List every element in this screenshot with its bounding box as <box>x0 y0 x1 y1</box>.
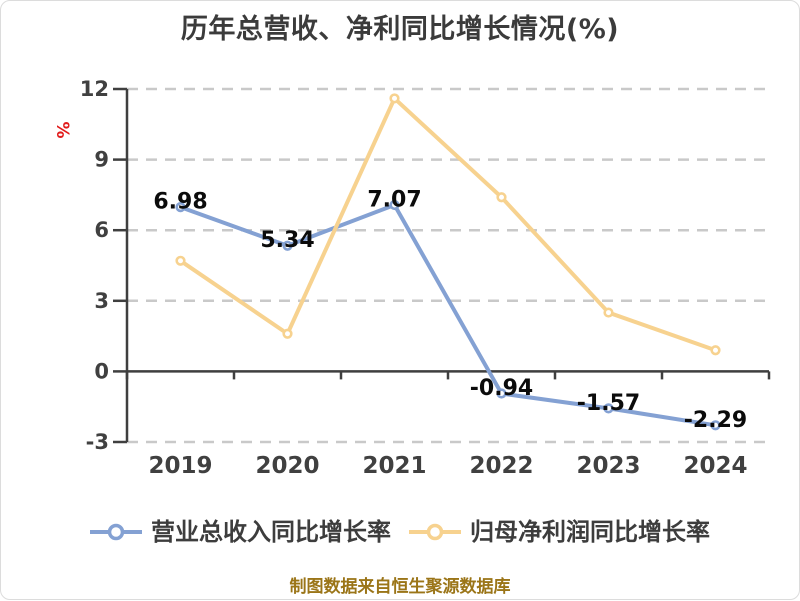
data-source-note: 制图数据来自恒生聚源数据库 <box>289 577 511 597</box>
legend-item-net-profit-growth[interactable]: 归母净利润同比增长率 <box>409 520 710 544</box>
chart-title: 历年总营收、净利同比增长情况(%) <box>180 14 620 45</box>
svg-text:6: 6 <box>94 218 109 242</box>
svg-text:-2.29: -2.29 <box>684 408 747 433</box>
legend-label-net-profit-growth: 归母净利润同比增长率 <box>470 518 710 546</box>
legend: 营业总收入同比增长率 归母净利润同比增长率 <box>1 520 799 544</box>
svg-text:2024: 2024 <box>683 453 747 479</box>
svg-text:9: 9 <box>94 148 109 172</box>
svg-text:12: 12 <box>80 77 109 101</box>
svg-text:5.34: 5.34 <box>260 228 314 253</box>
svg-text:2021: 2021 <box>362 453 426 479</box>
svg-text:2019: 2019 <box>148 453 212 479</box>
svg-text:-1.57: -1.57 <box>577 391 640 416</box>
legend-marker-line-circle-icon <box>409 523 461 541</box>
legend-marker-line-circle-icon <box>90 523 142 541</box>
svg-text:0: 0 <box>94 359 109 383</box>
svg-text:-3: -3 <box>86 430 109 454</box>
svg-text:-0.94: -0.94 <box>470 376 533 401</box>
svg-text:2023: 2023 <box>576 453 640 479</box>
svg-text:2020: 2020 <box>255 453 319 479</box>
svg-text:3: 3 <box>94 289 109 313</box>
legend-label-revenue-growth: 营业总收入同比增长率 <box>151 518 391 546</box>
svg-text:2022: 2022 <box>469 453 533 479</box>
svg-text:6.98: 6.98 <box>153 190 207 215</box>
svg-text:7.07: 7.07 <box>367 188 421 213</box>
legend-item-revenue-growth[interactable]: 营业总收入同比增长率 <box>90 520 391 544</box>
